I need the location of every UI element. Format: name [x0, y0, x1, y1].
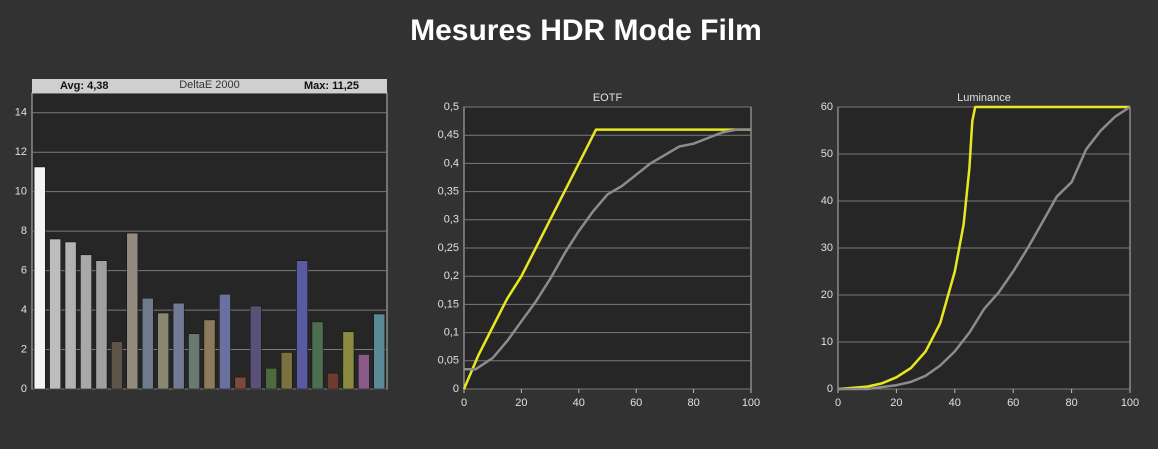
bar [265, 368, 278, 390]
y-tick-label: 0,15 [438, 298, 459, 310]
x-tick-label: 80 [687, 397, 699, 409]
y-tick-label: 0,45 [438, 129, 459, 141]
series-line [462, 128, 751, 390]
bar [64, 241, 77, 390]
series-line [837, 105, 1130, 391]
bar [219, 294, 231, 390]
y-tick-label: 60 [821, 101, 833, 113]
y-tick-label: 50 [821, 148, 833, 160]
x-tick-label: 0 [835, 397, 841, 409]
bar [188, 333, 200, 390]
y-tick-label: 0,05 [438, 355, 459, 367]
y-tick-label: 2 [21, 343, 27, 355]
bar [358, 354, 370, 390]
bar [234, 376, 247, 390]
bar [49, 238, 61, 390]
y-tick-label: 8 [21, 225, 27, 237]
chart-title: EOTF [593, 92, 623, 104]
bar [296, 260, 308, 390]
bar [141, 297, 154, 390]
y-tick-label: 0,1 [444, 327, 459, 339]
y-tick-label: 4 [21, 304, 27, 316]
y-tick-label: 0 [21, 383, 27, 395]
header-strip [32, 79, 387, 93]
bar [249, 305, 262, 390]
bar [373, 313, 386, 390]
x-tick-label: 20 [515, 397, 527, 409]
x-tick-label: 20 [890, 397, 902, 409]
bar [33, 166, 46, 390]
annotation: Max: 11,25 [304, 80, 359, 92]
y-tick-label: 12 [15, 146, 27, 158]
x-tick-label: 60 [1007, 397, 1019, 409]
y-tick-label: 0,2 [444, 270, 459, 282]
bar [311, 321, 324, 390]
bar [203, 319, 216, 390]
page-title: Mesures HDR Mode Film [410, 14, 762, 47]
y-tick-label: 0,35 [438, 186, 459, 198]
annotation: Avg: 4,38 [60, 80, 109, 92]
bar [172, 302, 185, 390]
bar [111, 341, 123, 390]
y-tick-label: 0,3 [444, 214, 459, 226]
y-tick-label: 6 [21, 265, 27, 277]
bar [342, 331, 355, 390]
bar [126, 232, 139, 390]
y-tick-label: 0 [453, 383, 459, 395]
bar [327, 372, 339, 390]
series-line [838, 105, 1131, 391]
bar [157, 312, 170, 390]
bar [280, 352, 293, 390]
y-tick-label: 0,25 [438, 242, 459, 254]
x-tick-label: 80 [1065, 397, 1077, 409]
x-tick-label: 0 [461, 397, 467, 409]
x-tick-label: 100 [1121, 397, 1139, 409]
series-line [464, 128, 751, 371]
y-tick-label: 10 [821, 336, 833, 348]
y-tick-label: 0,4 [444, 157, 459, 169]
y-tick-label: 0 [827, 383, 833, 395]
y-tick-label: 0,5 [444, 101, 459, 113]
bar [80, 254, 92, 390]
x-tick-label: 40 [573, 397, 585, 409]
bar [95, 260, 108, 390]
y-tick-label: 14 [15, 107, 27, 119]
x-tick-label: 100 [742, 397, 760, 409]
chart-title: DeltaE 2000 [179, 79, 240, 91]
chart-title: Luminance [957, 92, 1011, 104]
y-tick-label: 10 [15, 186, 27, 198]
x-tick-label: 40 [949, 397, 961, 409]
y-tick-label: 30 [821, 242, 833, 254]
y-tick-label: 40 [821, 195, 833, 207]
y-tick-label: 20 [821, 289, 833, 301]
x-tick-label: 60 [630, 397, 642, 409]
